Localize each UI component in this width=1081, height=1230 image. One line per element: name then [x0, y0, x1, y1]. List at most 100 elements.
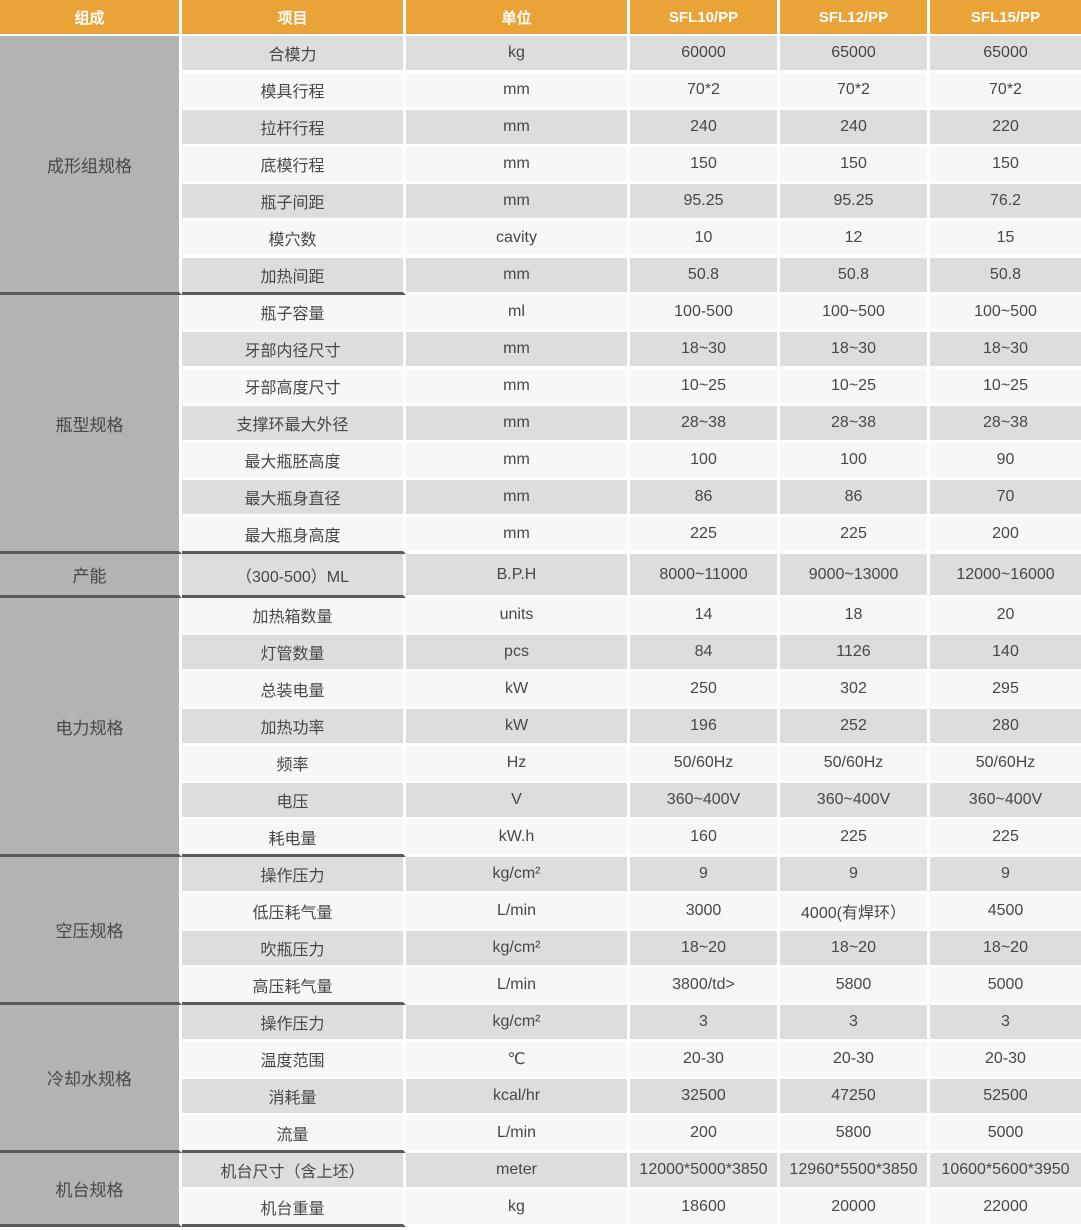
unit-cell: mm	[406, 480, 630, 517]
value-cell: 50.8	[930, 258, 1081, 295]
value-cell: 360~400V	[780, 783, 930, 820]
group-label: 空压规格	[0, 857, 182, 1005]
item-cell: 温度范围	[182, 1042, 406, 1079]
unit-cell: kg/cm²	[406, 1005, 630, 1042]
value-cell: 28~38	[780, 406, 930, 443]
unit-cell: L/min	[406, 894, 630, 931]
value-cell: 9	[630, 857, 780, 894]
column-header-sfl10: SFL10/PP	[630, 0, 780, 36]
item-cell: 低压耗气量	[182, 894, 406, 931]
table-row: 电力规格 加热箱数量 units 14 18 20	[0, 598, 1081, 857]
value-cell: 20-30	[780, 1042, 930, 1079]
table-row: 总装电量 kW 250 302 295	[0, 672, 1081, 709]
value-cell: 280	[930, 709, 1081, 746]
value-cell: 84	[630, 635, 780, 672]
column-header-item: 项目	[182, 0, 406, 36]
value-cell: 70	[930, 480, 1081, 517]
table-row: 灯管数量 pcs 84 1126 140	[0, 635, 1081, 672]
value-cell: 4000(有焊环）	[780, 894, 930, 931]
table-row: 消耗量 kcal/hr 32500 47250 52500	[0, 1079, 1081, 1116]
value-cell: 15	[930, 221, 1081, 258]
value-cell: 250	[630, 672, 780, 709]
item-cell: 机台尺寸（含上坯）	[182, 1153, 406, 1190]
value-cell: 10600*5600*3950	[930, 1153, 1081, 1190]
value-cell: 9	[930, 857, 1081, 894]
table-row: 加热功率 kW 196 252 280	[0, 709, 1081, 746]
value-cell: 5000	[930, 968, 1081, 1005]
table-row: 瓶型规格 瓶子容量 ml 100-500 100~500 100~500	[0, 295, 1081, 554]
table-row: 机台规格 机台尺寸（含上坯） meter 12000*5000*3850 12960*5…	[0, 1153, 1081, 1227]
group-label: 产能	[0, 554, 182, 598]
value-cell: 220	[930, 110, 1081, 147]
value-cell: 3	[930, 1005, 1081, 1042]
value-cell: 18~20	[780, 931, 930, 968]
table-row: 电压 V 360~400V 360~400V 360~400V	[0, 783, 1081, 820]
unit-cell: B.P.H	[406, 554, 630, 598]
table-row: 空压规格 操作压力 kg/cm² 9 9 9	[0, 857, 1081, 1005]
value-cell: 200	[630, 1116, 780, 1153]
value-cell: 50.8	[780, 258, 930, 295]
item-cell: 底模行程	[182, 147, 406, 184]
value-cell: 240	[780, 110, 930, 147]
value-cell: 225	[630, 517, 780, 554]
item-cell: 最大瓶身直径	[182, 480, 406, 517]
item-cell: 加热功率	[182, 709, 406, 746]
table-row: 牙部内径尺寸 mm 18~30 18~30 18~30	[0, 332, 1081, 369]
value-cell: 76.2	[930, 184, 1081, 221]
value-cell: 12	[780, 221, 930, 258]
value-cell: 150	[630, 147, 780, 184]
value-cell: 5000	[930, 1116, 1081, 1153]
table-row: 模穴数 cavity 10 12 15	[0, 221, 1081, 258]
item-cell: 合模力	[182, 36, 406, 73]
unit-cell: units	[406, 598, 630, 635]
item-cell: 总装电量	[182, 672, 406, 709]
group-label: 机台规格	[0, 1153, 182, 1227]
item-cell: 操作压力	[182, 857, 406, 894]
item-cell: 瓶子间距	[182, 184, 406, 221]
item-cell: 加热箱数量	[182, 598, 406, 635]
value-cell: 3000	[630, 894, 780, 931]
item-cell: 消耗量	[182, 1079, 406, 1116]
value-cell: 225	[930, 820, 1081, 857]
unit-cell: mm	[406, 110, 630, 147]
value-cell: 70*2	[780, 73, 930, 110]
item-cell: 耗电量	[182, 820, 406, 857]
unit-cell: kg	[406, 36, 630, 73]
unit-cell: mm	[406, 369, 630, 406]
table-row: 机台重量 kg 18600 20000 22000	[0, 1190, 1081, 1227]
value-cell: 47250	[780, 1079, 930, 1116]
unit-cell: ml	[406, 295, 630, 332]
value-cell: 12960*5500*3850	[780, 1153, 930, 1190]
value-cell: 18600	[630, 1190, 780, 1227]
value-cell: 18~20	[630, 931, 780, 968]
table-row: 频率 Hz 50/60Hz 50/60Hz 50/60Hz	[0, 746, 1081, 783]
value-cell: 150	[780, 147, 930, 184]
value-cell: 8000~11000	[630, 554, 780, 598]
value-cell: 240	[630, 110, 780, 147]
unit-cell: pcs	[406, 635, 630, 672]
table-row: 流量 L/min 200 5800 5000	[0, 1116, 1081, 1153]
table-row: 耗电量 kW.h 160 225 225	[0, 820, 1081, 857]
table-row: 低压耗气量 L/min 3000 4000(有焊环） 4500	[0, 894, 1081, 931]
value-cell: 18~20	[930, 931, 1081, 968]
value-cell: 150	[930, 147, 1081, 184]
value-cell: 50/60Hz	[630, 746, 780, 783]
value-cell: 5800	[780, 1116, 930, 1153]
value-cell: 10~25	[630, 369, 780, 406]
value-cell: 302	[780, 672, 930, 709]
item-cell: 流量	[182, 1116, 406, 1153]
value-cell: 100-500	[630, 295, 780, 332]
group-label: 瓶型规格	[0, 295, 182, 554]
unit-cell: mm	[406, 517, 630, 554]
table-header: 组成 项目 单位 SFL10/PP SFL12/PP SFL15/PP	[0, 0, 1081, 36]
unit-cell: mm	[406, 147, 630, 184]
value-cell: 14	[630, 598, 780, 635]
unit-cell: kg/cm²	[406, 857, 630, 894]
unit-cell: kg/cm²	[406, 931, 630, 968]
value-cell: 9	[780, 857, 930, 894]
value-cell: 22000	[930, 1190, 1081, 1227]
value-cell: 5800	[780, 968, 930, 1005]
value-cell: 50/60Hz	[930, 746, 1081, 783]
table-row: 产能 （300-500）ML B.P.H 8000~11000 9000~13000 12…	[0, 554, 1081, 598]
